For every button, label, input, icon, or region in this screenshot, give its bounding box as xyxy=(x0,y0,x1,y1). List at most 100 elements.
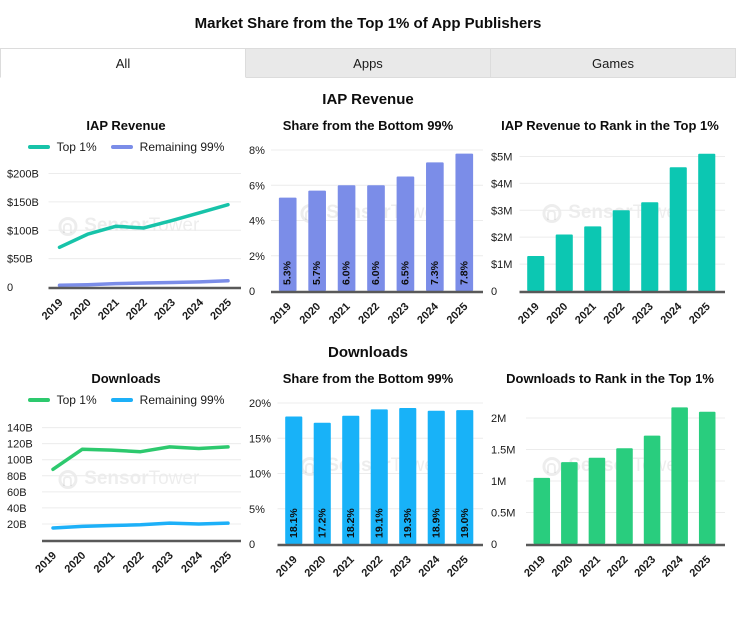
svg-text:140B: 140B xyxy=(7,423,33,435)
svg-text:2023: 2023 xyxy=(152,297,178,323)
svg-text:$150B: $150B xyxy=(7,197,39,209)
section-downloads: Downloads Downloads Top 1% Remaining 99% xyxy=(0,344,736,584)
iap-share-bottom-99-bar-chart: Sensor Tower 0 2% 4% 6% 8% 5.3% 5.7% 6.0% 6.0% 6.5… xyxy=(247,135,485,331)
svg-text:7.3%: 7.3% xyxy=(429,260,441,285)
section-header-iap-revenue: IAP Revenue xyxy=(322,91,414,108)
svg-text:2020: 2020 xyxy=(303,554,329,580)
svg-text:80B: 80B xyxy=(7,471,27,483)
chart-title: Share from the Bottom 99% xyxy=(282,118,454,133)
svg-text:2025: 2025 xyxy=(208,550,234,576)
svg-text:2024: 2024 xyxy=(180,296,206,322)
svg-text:2024: 2024 xyxy=(415,300,441,326)
svg-text:$3M: $3M xyxy=(491,205,512,217)
svg-text:2024: 2024 xyxy=(659,300,685,326)
market-share-dashboard: Market Share from the Top 1% of App Publ… xyxy=(0,0,736,584)
chart-title: IAP Revenue to Rank in the Top 1% xyxy=(501,118,719,133)
svg-text:120B: 120B xyxy=(7,439,33,451)
svg-text:2021: 2021 xyxy=(92,550,118,576)
svg-text:2020: 2020 xyxy=(550,554,576,580)
svg-text:5.7%: 5.7% xyxy=(311,260,323,285)
svg-text:7.8%: 7.8% xyxy=(458,260,470,285)
svg-text:$4M: $4M xyxy=(491,178,512,190)
iap-revenue-line-chart: Sensor Tower 0 $50B $100B $150B $200B 2019 2020… xyxy=(5,159,243,327)
section-iap-revenue: IAP Revenue IAP Revenue Top 1% Remaining… xyxy=(0,91,736,331)
svg-text:$5M: $5M xyxy=(491,151,512,163)
svg-text:2024: 2024 xyxy=(660,553,686,579)
chart-title: Downloads xyxy=(91,371,161,386)
svg-text:2020: 2020 xyxy=(545,301,571,327)
svg-text:2021: 2021 xyxy=(573,301,599,327)
legend-item-remaining-99pct[interactable]: Remaining 99% xyxy=(110,393,224,407)
svg-text:1.5M: 1.5M xyxy=(491,445,515,457)
svg-text:2023: 2023 xyxy=(630,301,656,327)
svg-text:$1M: $1M xyxy=(491,259,512,271)
svg-text:2021: 2021 xyxy=(327,301,353,327)
svg-text:2022: 2022 xyxy=(356,301,382,327)
chart-card-iap-revenue-rank-top-1: IAP Revenue to Rank in the Top 1% Sensor… xyxy=(489,110,731,331)
chart-title: IAP Revenue xyxy=(86,118,166,133)
svg-text:2023: 2023 xyxy=(388,554,414,580)
svg-text:20B: 20B xyxy=(7,519,27,531)
legend-line-swatch-green xyxy=(27,398,50,402)
svg-text:2022: 2022 xyxy=(124,297,150,323)
legend-item-top-1pct[interactable]: Top 1% xyxy=(27,393,97,407)
svg-text:2024: 2024 xyxy=(417,553,443,579)
svg-text:6.0%: 6.0% xyxy=(370,260,382,285)
legend-label: Remaining 99% xyxy=(139,140,225,154)
svg-text:2020: 2020 xyxy=(62,550,88,576)
svg-text:2025: 2025 xyxy=(688,554,714,580)
chart-legend: Top 1% Remaining 99% xyxy=(5,135,247,159)
tab-all[interactable]: All xyxy=(0,48,246,78)
svg-text:2025: 2025 xyxy=(208,297,234,323)
svg-text:4%: 4% xyxy=(249,216,265,228)
svg-text:19.1%: 19.1% xyxy=(373,508,385,538)
svg-text:2019: 2019 xyxy=(522,554,548,580)
svg-text:2019: 2019 xyxy=(274,554,300,580)
svg-text:19.3%: 19.3% xyxy=(402,508,414,538)
legend-item-top-1pct[interactable]: Top 1% xyxy=(27,140,97,154)
svg-text:2023: 2023 xyxy=(632,554,658,580)
chart-card-downloads-rank-top-1: Downloads to Rank in the Top 1% SensorTo… xyxy=(489,363,731,584)
svg-text:$100B: $100B xyxy=(7,225,39,237)
svg-text:$50B: $50B xyxy=(7,254,33,266)
svg-text:0: 0 xyxy=(491,286,497,298)
svg-text:6.0%: 6.0% xyxy=(341,260,353,285)
chart-title: Share from the Bottom 99% xyxy=(282,371,454,386)
downloads-line-chart: Sensor Tower 20B 40B 60B 80B 100B 120B 140B 2019… xyxy=(5,412,243,580)
svg-text:2022: 2022 xyxy=(602,301,628,327)
svg-text:0: 0 xyxy=(7,282,13,294)
iap-revenue-chart-row: IAP Revenue Top 1% Remaining 99% Sensor T… xyxy=(0,110,736,331)
tab-games[interactable]: Games xyxy=(491,48,736,78)
svg-text:6%: 6% xyxy=(249,180,265,192)
svg-text:2M: 2M xyxy=(491,413,506,425)
svg-text:60B: 60B xyxy=(7,487,27,499)
svg-text:18.9%: 18.9% xyxy=(430,508,442,538)
svg-text:17.2%: 17.2% xyxy=(316,508,328,538)
svg-text:5%: 5% xyxy=(249,504,265,516)
svg-text:2021: 2021 xyxy=(577,554,603,580)
legend-line-swatch-teal xyxy=(27,145,50,149)
svg-text:2022: 2022 xyxy=(605,554,631,580)
tab-bar: All Apps Games xyxy=(0,48,736,78)
svg-text:2024: 2024 xyxy=(179,549,205,575)
svg-text:19.0%: 19.0% xyxy=(459,508,471,538)
svg-text:2019: 2019 xyxy=(516,301,542,327)
svg-text:100B: 100B xyxy=(7,455,33,467)
legend-item-remaining-99pct[interactable]: Remaining 99% xyxy=(110,140,225,154)
svg-text:6.5%: 6.5% xyxy=(399,260,411,285)
svg-text:0: 0 xyxy=(491,539,497,551)
svg-text:2022: 2022 xyxy=(121,550,147,576)
svg-text:2019: 2019 xyxy=(268,301,294,327)
page-title: Market Share from the Top 1% of App Publ… xyxy=(194,15,542,32)
tab-apps[interactable]: Apps xyxy=(246,48,491,78)
svg-text:18.1%: 18.1% xyxy=(288,508,300,538)
legend-label: Top 1% xyxy=(56,393,97,407)
chart-title: Downloads to Rank in the Top 1% xyxy=(506,371,714,386)
svg-text:2023: 2023 xyxy=(150,550,176,576)
downloads-chart-row: Downloads Top 1% Remaining 99% Sensor Tow… xyxy=(0,363,736,584)
svg-text:2020: 2020 xyxy=(297,301,323,327)
svg-text:2025: 2025 xyxy=(687,301,713,327)
